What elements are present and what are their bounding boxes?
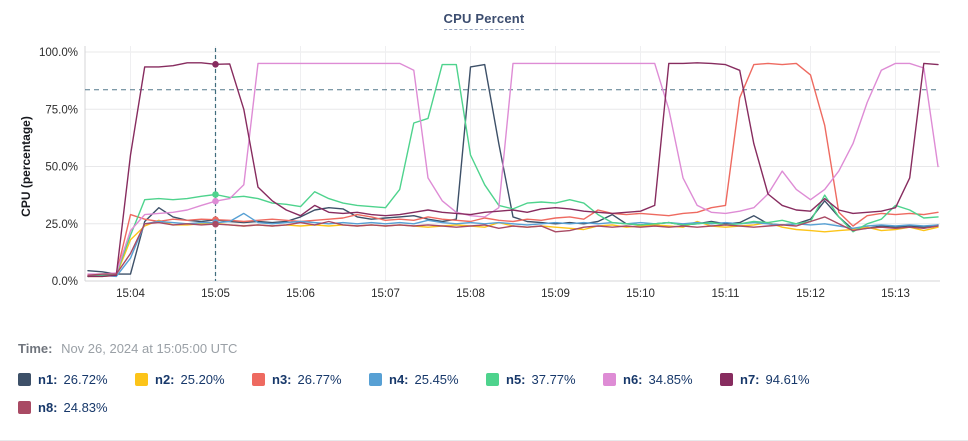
- series-line-n8: [87, 216, 939, 277]
- legend-series-name: n3:: [272, 372, 292, 387]
- legend-series-value: 37.77%: [531, 372, 576, 387]
- x-tick-label: 15:04: [116, 288, 145, 300]
- crosshair-dot-n5: [212, 191, 219, 198]
- legend-swatch-n6: [603, 373, 616, 386]
- legend-row: n8: 24.83%: [18, 400, 837, 415]
- legend-swatch-n5: [486, 373, 499, 386]
- legend-item-n1[interactable]: n1: 26.72%: [18, 372, 135, 387]
- legend-series-name: n8:: [38, 400, 58, 415]
- y-tick-label: 0.0%: [52, 276, 78, 288]
- legend-series-name: n6:: [623, 372, 643, 387]
- x-tick-label: 15:06: [286, 288, 315, 300]
- x-tick-label: 15:12: [796, 288, 825, 300]
- legend-row: n1: 26.72% n2: 25.20% n3: 26.77% n4: 25.45% n5: 3…: [18, 372, 837, 387]
- chart-legend: n1: 26.72% n2: 25.20% n3: 26.77% n4: 25.45% n5: 3…: [18, 372, 837, 415]
- legend-series-value: 25.20%: [180, 372, 225, 387]
- legend-swatch-n2: [135, 373, 148, 386]
- x-tick-label: 15:08: [456, 288, 485, 300]
- series-line-n6: [87, 62, 939, 275]
- legend-item-n5[interactable]: n5: 37.77%: [486, 372, 603, 387]
- legend-series-value: 26.77%: [297, 372, 342, 387]
- legend-swatch-n8: [18, 401, 31, 414]
- legend-swatch-n3: [252, 373, 265, 386]
- cpu-percent-chart[interactable]: 100.0% 75.0% 50.0% 25.0% 0.0% 15:04 15:05 15:06…: [0, 38, 968, 316]
- crosshair-dot-n7: [212, 61, 219, 68]
- legend-item-n2[interactable]: n2: 25.20%: [135, 372, 252, 387]
- legend-swatch-n7: [720, 373, 733, 386]
- legend-item-n4[interactable]: n4: 25.45%: [369, 372, 486, 387]
- chart-title[interactable]: CPU Percent: [443, 11, 525, 30]
- legend-swatch-n1: [18, 373, 31, 386]
- x-tick-label: 15:10: [626, 288, 655, 300]
- legend-series-value: 26.72%: [63, 372, 108, 387]
- time-readout: Time: Nov 26, 2024 at 15:05:00 UTC: [18, 341, 237, 356]
- legend-series-name: n4:: [389, 372, 409, 387]
- series-line-n7: [87, 62, 939, 278]
- y-tick-label: 75.0%: [45, 104, 78, 116]
- x-tick-label: 15:13: [881, 288, 910, 300]
- legend-series-value: 34.85%: [648, 372, 693, 387]
- legend-series-value: 94.61%: [765, 372, 810, 387]
- x-tick-label: 15:11: [712, 288, 740, 300]
- legend-series-value: 24.83%: [63, 400, 108, 415]
- legend-series-name: n2:: [155, 372, 175, 387]
- x-tick-label: 15:07: [371, 288, 400, 300]
- legend-series-value: 25.45%: [414, 372, 459, 387]
- legend-series-name: n1:: [38, 372, 58, 387]
- y-tick-label: 50.0%: [45, 162, 78, 174]
- y-tick-label: 100.0%: [39, 47, 78, 59]
- x-tick-label: 15:05: [201, 288, 230, 300]
- legend-item-n8[interactable]: n8: 24.83%: [18, 400, 135, 415]
- crosshair-dot-n6: [212, 197, 219, 205]
- time-label: Time:: [18, 341, 53, 356]
- series-line-n3: [87, 62, 939, 277]
- x-tick-label: 15:09: [541, 288, 570, 300]
- series-line-n5: [87, 63, 939, 278]
- chart-header: CPU Percent: [0, 10, 968, 30]
- legend-series-name: n7:: [740, 372, 760, 387]
- y-tick-label: 25.0%: [45, 219, 78, 231]
- legend-item-n7[interactable]: n7: 94.61%: [720, 372, 837, 387]
- time-value: Nov 26, 2024 at 15:05:00 UTC: [61, 341, 238, 356]
- y-axis-title: CPU (percentage): [19, 116, 33, 217]
- legend-item-n3[interactable]: n3: 26.77%: [252, 372, 369, 387]
- legend-series-name: n5:: [506, 372, 526, 387]
- legend-item-n6[interactable]: n6: 34.85%: [603, 372, 720, 387]
- legend-swatch-n4: [369, 373, 382, 386]
- crosshair-dot-n8: [212, 220, 219, 228]
